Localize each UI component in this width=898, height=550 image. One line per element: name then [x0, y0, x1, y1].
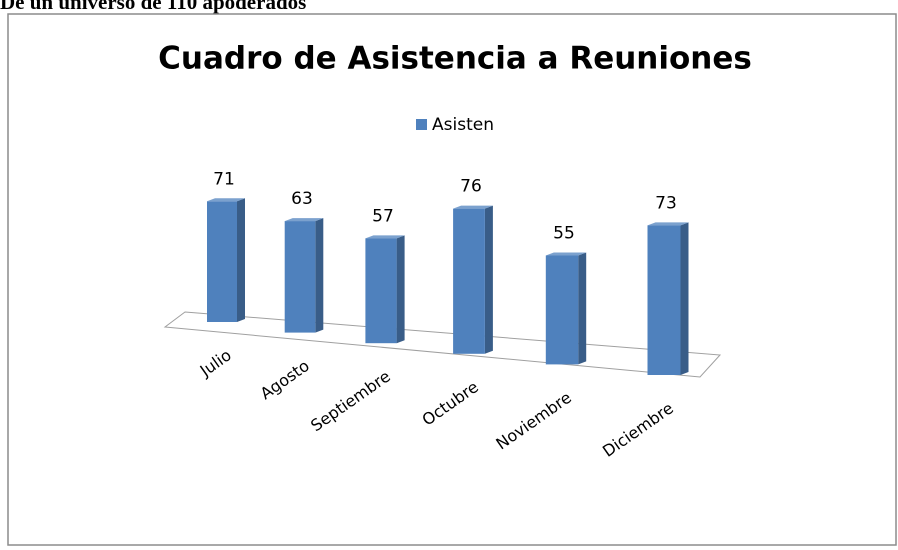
legend-label: Asisten — [432, 115, 494, 135]
bar-side — [484, 205, 493, 354]
bar-side — [237, 198, 245, 322]
bar-side — [680, 222, 689, 375]
bar — [453, 205, 493, 354]
bar-top — [647, 222, 689, 226]
bar-side — [578, 252, 587, 365]
bar — [207, 198, 245, 322]
bar-side — [396, 235, 405, 344]
bar-top — [453, 205, 493, 209]
bar — [647, 222, 689, 375]
bar-front — [365, 238, 397, 344]
chart-frame — [7, 13, 897, 546]
value-label: 71 — [213, 169, 235, 189]
bar-top — [207, 198, 245, 202]
bar-front — [284, 221, 316, 333]
bar-side — [315, 218, 324, 333]
value-label: 73 — [655, 193, 677, 213]
bar-top — [284, 218, 324, 222]
legend-swatch — [416, 119, 427, 130]
bar — [284, 218, 324, 333]
chart-title: Cuadro de Asistencia a Reuniones — [158, 41, 752, 77]
value-label: 63 — [291, 189, 313, 209]
value-label: 57 — [372, 206, 394, 226]
bar-front — [207, 201, 237, 322]
bar-front — [453, 208, 485, 354]
bar — [365, 235, 405, 344]
value-label: 55 — [553, 224, 575, 244]
bar-front — [545, 255, 579, 365]
bar-top — [365, 235, 405, 239]
value-label: 76 — [460, 177, 482, 197]
bar-front — [647, 225, 681, 375]
bar — [545, 252, 587, 365]
bar-top — [545, 252, 587, 256]
page-header: De un universo de 110 apoderados — [0, 0, 306, 14]
